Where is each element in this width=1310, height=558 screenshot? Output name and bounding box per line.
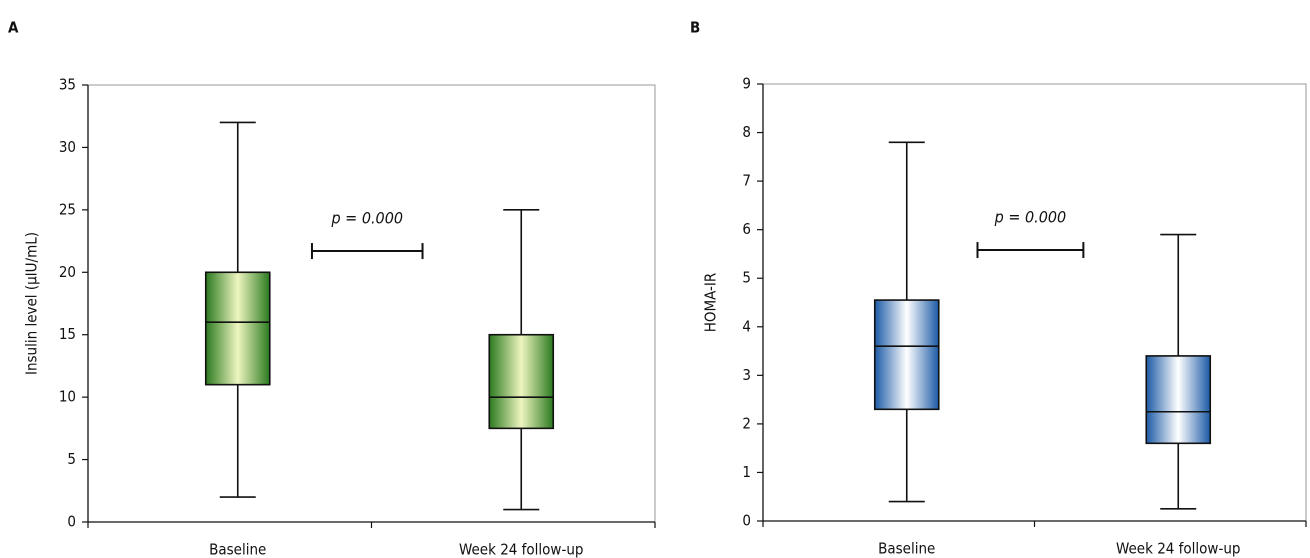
y-tick-label: 9 [742, 75, 751, 93]
y-tick-label: 8 [742, 123, 751, 141]
plot-frame [87, 84, 656, 523]
x-tick-label: Week 24 follow-up [1116, 540, 1240, 558]
y-tick-label: 30 [59, 138, 76, 156]
x-tick-label: Baseline [878, 540, 935, 558]
annotation: p = 0.000 [330, 209, 403, 228]
y-tick-label: 6 [742, 220, 751, 238]
y-tick-label: 10 [59, 388, 76, 406]
y-tick-label: 35 [59, 76, 76, 94]
y-tick-label: 15 [59, 325, 76, 343]
box [873, 299, 940, 411]
x-tick-label: Week 24 follow-up [459, 541, 583, 558]
box [488, 333, 555, 430]
y-tick-label: 1 [742, 463, 751, 481]
y-tick-label: 4 [742, 317, 751, 335]
y-tick-label: 25 [59, 200, 76, 218]
y-tick-label: 7 [742, 172, 751, 190]
y-tick-label: 0 [742, 512, 751, 530]
y-tick-label: 20 [59, 263, 76, 281]
y-tick-label: 5 [742, 269, 751, 287]
x-tick-label: Baseline [209, 541, 266, 558]
panel-label: A [8, 19, 19, 37]
box [204, 271, 271, 386]
panel-label: B [690, 19, 700, 37]
plot-frame [762, 83, 1307, 522]
y-tick-label: 2 [742, 414, 751, 432]
box [1145, 355, 1212, 445]
y-tick-label: 3 [742, 366, 751, 384]
y-tick-label: 0 [67, 513, 76, 531]
y-tick-label: 5 [67, 450, 76, 468]
annotation: p = 0.000 [994, 208, 1067, 227]
y-axis-label: HOMA-IR [702, 273, 720, 333]
y-axis-label: Insulin level (μIU/mL) [23, 232, 41, 375]
